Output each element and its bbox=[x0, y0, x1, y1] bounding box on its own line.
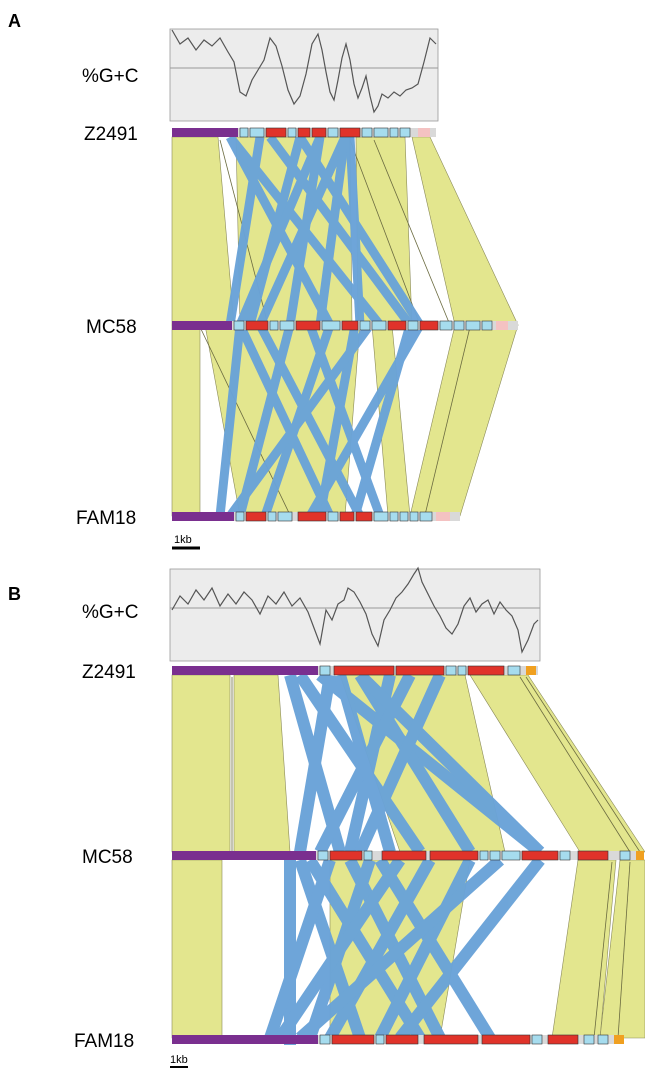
panel-b: B %G+C bbox=[8, 566, 645, 1068]
panel-a: A %G+C bbox=[8, 11, 519, 550]
panel-a-gc-label: %G+C bbox=[82, 66, 139, 87]
panel-b-repeat-links bbox=[264, 670, 545, 1045]
panel-a-genome-bar-mc58 bbox=[172, 320, 518, 331]
panel-b-genome-bar-z2491 bbox=[172, 665, 538, 676]
panel-a-repeat-links bbox=[215, 134, 424, 519]
panel-b-gc-plot bbox=[169, 566, 541, 662]
panel-b-letter: B bbox=[8, 584, 21, 604]
panel-a-genome-bar-fam18 bbox=[172, 511, 460, 522]
panel-a-genome-bar-z2491 bbox=[172, 127, 436, 138]
panel-b-block-edges bbox=[231, 676, 641, 1039]
panel-b-label-z2491: Z2491 bbox=[82, 662, 136, 683]
panel-b-scale-label: 1kb bbox=[170, 1054, 188, 1066]
panel-b-genome-bar-fam18 bbox=[172, 1034, 624, 1045]
panel-a-label-fam18: FAM18 bbox=[76, 508, 136, 529]
panel-a-letter: A bbox=[8, 11, 21, 31]
panel-a-label-mc58: MC58 bbox=[86, 317, 137, 338]
panel-a-label-z2491: Z2491 bbox=[84, 124, 138, 145]
panel-b-gc-label: %G+C bbox=[82, 602, 139, 623]
panel-a-gc-plot bbox=[169, 28, 439, 122]
panel-a-scale-label: 1kb bbox=[174, 534, 192, 546]
panel-b-genome-bar-mc58 bbox=[172, 850, 644, 861]
panel-b-label-mc58: MC58 bbox=[82, 847, 133, 868]
panel-b-label-fam18: FAM18 bbox=[74, 1031, 134, 1052]
